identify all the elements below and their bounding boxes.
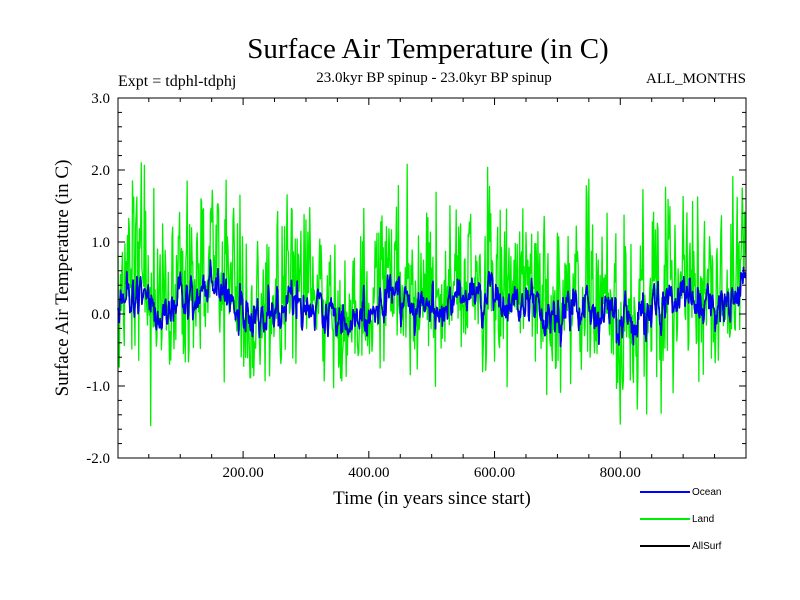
y-tick-label: 3.0 [91,91,110,107]
x-tick-label: 400.00 [348,465,389,481]
y-tick-label: 2.0 [91,163,110,179]
months-label: ALL_MONTHS [646,71,746,87]
x-tick-label: 800.00 [600,465,641,481]
expt-label: Expt = tdphl-tdphj [118,73,236,90]
legend-label-ocean: Ocean [692,487,721,498]
y-tick-label: -1.0 [86,379,110,395]
y-tick-label: -2.0 [86,451,110,467]
legend-label-allsurf: AllSurf [692,541,722,552]
series-layer [117,162,747,427]
y-tick-label: 0.0 [91,307,110,323]
run-label: 23.0kyr BP spinup - 23.0kyr BP spinup [316,70,552,86]
x-tick-label: 600.00 [474,465,515,481]
series-line-land [117,162,747,427]
y-axis-label: Surface Air Temperature (in C) [52,160,73,397]
series-line-ocean [117,259,747,348]
legend: Ocean Land AllSurf [640,487,722,552]
x-tick-label: 200.00 [222,465,263,481]
x-axis-label: Time (in years since start) [333,488,531,509]
y-tick-label: 1.0 [91,235,110,251]
chart-title: Surface Air Temperature (in C) [247,33,608,65]
axis-ticks: -2.0 -1.0 0.0 1.0 2.0 3.0 200.00 400.00 600.00 80… [86,91,746,481]
legend-label-land: Land [692,514,714,525]
